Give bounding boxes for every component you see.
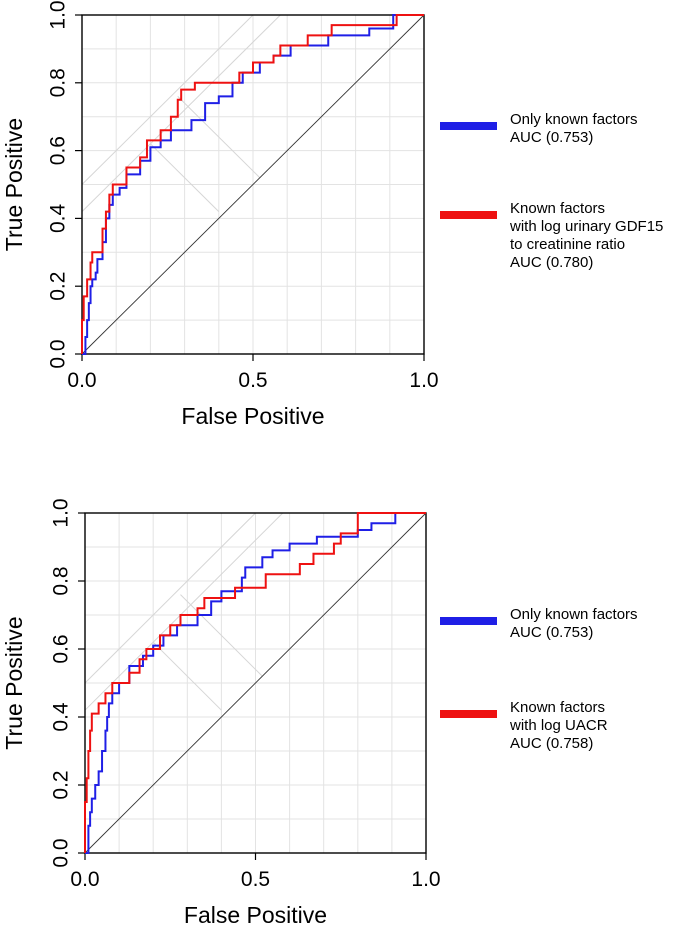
grid <box>82 15 424 354</box>
y-tick-label: 1.0 <box>47 0 70 29</box>
guide-line <box>81 14 254 185</box>
guide-line <box>152 641 222 711</box>
y-axis-title: True Positive <box>1 616 27 749</box>
x-tick-label: 0.5 <box>241 868 270 891</box>
diagonal-guides <box>84 512 284 711</box>
x-tick-label: 1.0 <box>409 369 438 392</box>
legend-label-line: Known factors <box>510 200 605 217</box>
y-axis-title: True Positive <box>1 118 27 251</box>
roc-line-known-factors <box>85 512 426 854</box>
y-tick-label: 1.0 <box>50 498 73 527</box>
chance-diagonal-line <box>84 512 427 854</box>
legend-label-line: AUC (0.780) <box>510 254 593 271</box>
y-tick-label: 0.6 <box>50 634 73 663</box>
legend-label-line: Only known factors <box>510 111 638 128</box>
guide-line <box>84 512 256 684</box>
legend-swatch <box>440 122 497 130</box>
legend-swatch <box>440 211 497 219</box>
y-tick-label: 0.0 <box>50 838 73 867</box>
legend-label-line: with log urinary GDF15 <box>509 218 663 235</box>
guide-line <box>84 512 284 711</box>
roc-chart-2: 0.0 0.5 1.0 0.0 0.2 0.4 0.6 0.8 1.0 False Positiv… <box>1 498 638 928</box>
grid <box>85 513 426 853</box>
x-axis-title: False Positive <box>181 403 324 429</box>
x-tick-label: 0.5 <box>238 369 267 392</box>
x-axis-title: False Positive <box>184 902 327 928</box>
x-tick-label: 0.0 <box>70 868 99 891</box>
legend-swatch <box>440 617 497 625</box>
roc-chart-1: 0.0 0.5 1.0 0.0 0.2 0.4 0.6 0.8 1.0 False Positiv… <box>1 0 663 429</box>
chance-diagonal-line <box>81 14 425 355</box>
legend-label-line: AUC (0.758) <box>510 735 593 752</box>
y-tick-label: 0.4 <box>50 702 73 732</box>
legend-label-line: Known factors <box>510 699 605 716</box>
x-tick-label: 1.0 <box>411 868 440 891</box>
diagonal-guides <box>81 14 281 212</box>
x-tick-label: 0.0 <box>67 369 96 392</box>
legend-label-line: Only known factors <box>510 606 638 623</box>
y-tick-label: 0.0 <box>47 339 70 368</box>
guide-line <box>177 96 261 179</box>
y-tick-label: 0.6 <box>47 136 70 165</box>
y-tick-label: 0.2 <box>50 770 73 799</box>
legend-label-line: to creatinine ratio <box>510 236 625 253</box>
guide-line <box>180 594 263 677</box>
legend-label-line: AUC (0.753) <box>510 624 593 641</box>
y-tick-label: 0.8 <box>47 68 70 97</box>
y-tick-label: 0.8 <box>50 566 73 595</box>
legend-label-line: with log UACR <box>509 717 608 734</box>
legend-label-line: AUC (0.753) <box>510 129 593 146</box>
guide-line <box>81 14 281 212</box>
roc-line-with-marker <box>81 14 424 354</box>
guide-line <box>150 143 220 212</box>
legend-swatch <box>440 710 497 718</box>
y-tick-label: 0.2 <box>47 272 70 301</box>
roc-line-with-marker <box>84 512 426 853</box>
y-tick-label: 0.4 <box>47 203 70 233</box>
